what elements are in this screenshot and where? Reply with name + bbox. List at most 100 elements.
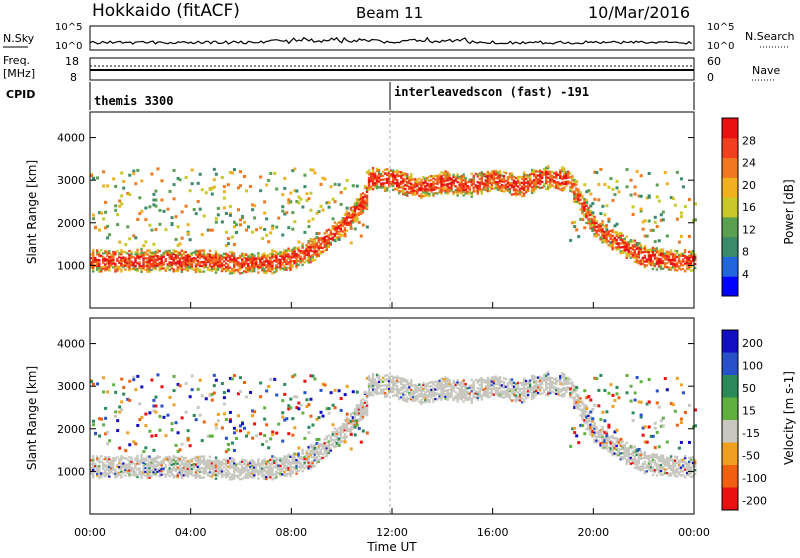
velocity-cell [299, 461, 301, 463]
power-cell [634, 185, 637, 188]
power-cell [634, 240, 636, 242]
power-cell [235, 231, 238, 234]
power-cell [489, 190, 491, 192]
power-cell [114, 185, 117, 188]
power-cell [680, 215, 683, 218]
power-cell [106, 184, 109, 187]
power-cell [324, 177, 327, 180]
velocity-cell [144, 446, 147, 449]
power-cell [223, 190, 226, 193]
power-cell [630, 194, 633, 197]
velocity-cell [189, 395, 192, 398]
power-cell [140, 248, 142, 250]
velocity-cell [120, 408, 123, 411]
power-cell [203, 249, 205, 251]
power-cell [132, 172, 135, 175]
velocity-cell [356, 391, 359, 394]
power-cell [664, 171, 667, 174]
power-cell [181, 237, 184, 240]
power-cell [354, 227, 357, 230]
velocity-cell [140, 454, 142, 456]
power-cell [134, 182, 137, 185]
velocity-cell [102, 423, 105, 426]
power-cell [154, 190, 157, 193]
velocity-cell [100, 455, 102, 457]
power-cell [680, 177, 683, 180]
power-cell [201, 233, 204, 236]
velocity-cell [142, 450, 145, 453]
velocity-cell [175, 444, 178, 447]
power-cell [243, 221, 246, 224]
power-cell [585, 205, 587, 207]
power-cell [448, 173, 450, 175]
velocity-cell [132, 378, 135, 381]
power-cell [334, 183, 337, 186]
nave-label: Nave [752, 64, 780, 77]
power-cell [464, 177, 466, 179]
power-cell [215, 221, 218, 224]
velocity-cell [221, 382, 224, 385]
power-cell [269, 231, 272, 234]
y-tick-label: 3000 [57, 174, 85, 187]
velocity-cell [283, 393, 286, 396]
power-cell [102, 184, 105, 187]
power-cell [607, 218, 610, 221]
velocity-cell [253, 461, 255, 463]
velocity-cell [179, 384, 182, 387]
velocity-cell [160, 405, 163, 408]
velocity-cell [225, 437, 228, 440]
power-cell [150, 173, 153, 176]
power-cell [199, 208, 202, 211]
power-cell [654, 240, 657, 243]
power-cell [175, 215, 178, 218]
power-cell [593, 198, 596, 201]
power-cell [229, 214, 232, 217]
power-cell [301, 243, 303, 245]
power-cell [330, 230, 332, 232]
power-cell [499, 170, 501, 172]
cpid-segment-1: themis 3300 [94, 94, 173, 108]
velocity-cell [511, 378, 513, 380]
velocity-cell [247, 431, 250, 434]
velocity-cell [368, 375, 370, 377]
nsearch-label: N.Search [745, 30, 795, 43]
power-cell [611, 188, 614, 191]
power-cell [615, 223, 618, 226]
velocity-cell [299, 404, 302, 407]
power-cell [577, 235, 580, 238]
nsky-tick-bottom-right: 10^0 [707, 41, 734, 52]
velocity-cell [263, 458, 265, 460]
power-cell [259, 226, 262, 229]
velocity-cell [251, 437, 254, 440]
nsky-tick-top-right: 10^5 [707, 22, 734, 33]
velocity-cell [328, 407, 331, 410]
power-cell [158, 250, 160, 252]
power-cell [511, 172, 513, 174]
power-cell [197, 182, 200, 185]
power-cell [259, 189, 262, 192]
velocity-cell [106, 431, 109, 434]
velocity-cell [181, 416, 184, 419]
power-cell [98, 251, 100, 253]
power-cell [134, 236, 137, 239]
power-cell [187, 232, 190, 235]
velocity-cell [311, 375, 314, 378]
power-cell [203, 270, 205, 272]
power-cell [169, 250, 171, 252]
power-cell [680, 212, 683, 215]
power-cell [213, 178, 216, 181]
power-cell [162, 210, 165, 213]
velocity-cell [269, 437, 272, 440]
velocity-cell [313, 377, 316, 380]
power-cell [581, 195, 583, 197]
power-cell [267, 179, 270, 182]
velocity-cell [211, 435, 214, 438]
power-cell [173, 197, 176, 200]
velocity-cell [223, 403, 226, 406]
power-cell [662, 211, 665, 214]
power-cell [189, 238, 192, 241]
power-cell [571, 175, 573, 177]
power-cell [303, 174, 306, 177]
power-cell [656, 225, 659, 228]
velocity-cell [152, 399, 155, 402]
